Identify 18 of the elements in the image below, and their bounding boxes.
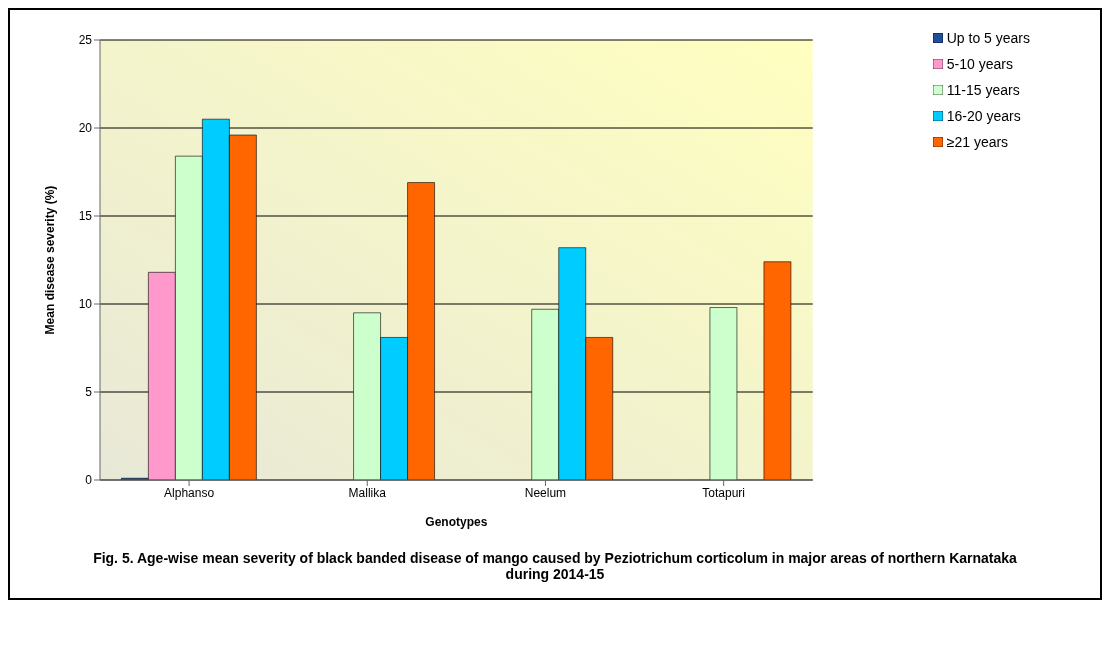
y-tick-label: 10 <box>78 297 93 312</box>
legend-label: 16-20 years <box>946 108 1021 124</box>
legend-label: 11-15 years <box>946 82 1020 98</box>
x-tick-label: Neelum <box>524 485 567 500</box>
x-tick-label: Totapuri <box>702 485 745 500</box>
y-axis-title: Mean disease severity (%) <box>43 185 58 335</box>
y-tick-label: 5 <box>85 385 93 400</box>
legend-label: Up to 5 years <box>946 30 1030 46</box>
legend-label: ≥21 years <box>946 134 1009 150</box>
x-axis-title: Genotypes <box>425 515 488 529</box>
x-tick-label: Alphanso <box>164 485 215 500</box>
x-tick-label: Mallika <box>348 485 387 500</box>
legend-label: 5-10 years <box>946 56 1013 72</box>
y-tick-label: 25 <box>78 33 93 48</box>
text: Fig. 5. Age-wise mean severity of black banded disease of mango caused by Peziotrichum corticolum in major areas of northern Karnataka during 2014-15 <box>92 550 1018 582</box>
y-tick-label: 0 <box>85 473 93 488</box>
y-tick-label: 15 <box>78 209 93 224</box>
y-tick-label: 20 <box>78 121 93 136</box>
